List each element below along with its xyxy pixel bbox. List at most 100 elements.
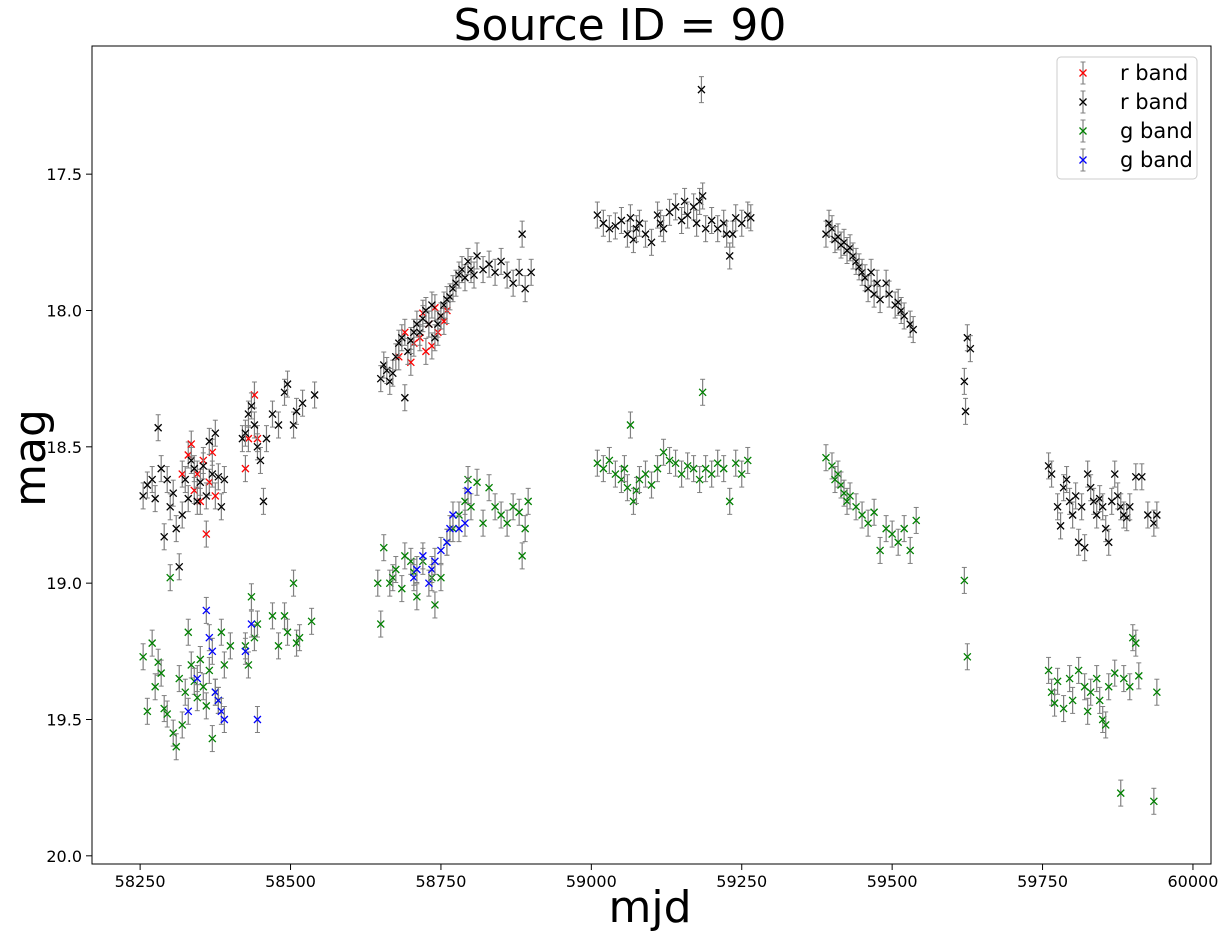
- data-point: [427, 332, 436, 360]
- y-axis-label: mag: [5, 409, 56, 507]
- data-point: [698, 378, 707, 406]
- data-point: [436, 536, 445, 564]
- data-point: [671, 449, 680, 477]
- data-point: [659, 438, 668, 466]
- data-point: [397, 575, 406, 603]
- data-point: [647, 228, 656, 256]
- data-point: [1152, 501, 1161, 529]
- data-point: [430, 591, 439, 619]
- data-point: [521, 275, 530, 303]
- data-point: [1104, 528, 1113, 556]
- data-point: [713, 449, 722, 477]
- legend: r band r band g band g band: [1056, 56, 1198, 180]
- data-point: [211, 482, 220, 510]
- data-point: [719, 455, 728, 483]
- data-point: [208, 460, 217, 488]
- data-point: [1131, 463, 1140, 491]
- y-tick-label: 17.5: [46, 165, 82, 184]
- legend-marker: [1079, 69, 1087, 77]
- data-point: [250, 624, 259, 652]
- data-point: [599, 455, 608, 483]
- data-point: [289, 411, 298, 439]
- series-1: [139, 76, 1161, 581]
- data-point: [683, 452, 692, 480]
- data-point: [199, 452, 208, 480]
- data-point: [626, 204, 635, 232]
- data-point: [220, 466, 229, 494]
- data-point: [737, 460, 746, 488]
- data-point: [894, 288, 903, 316]
- data-point: [187, 651, 196, 679]
- data-point: [623, 474, 632, 502]
- data-point: [473, 468, 481, 496]
- data-point: [1131, 629, 1140, 657]
- y-tick-label: 20.0: [46, 847, 82, 866]
- x-tick-label: 58750: [415, 872, 466, 891]
- y-axis-ticks: 17.5 18.0 18.5 19.0 19.5 20.0: [46, 165, 92, 866]
- data-point: [250, 411, 259, 439]
- data-point: [641, 220, 650, 248]
- data-point: [446, 515, 454, 543]
- data-point: [172, 733, 181, 761]
- data-point: [1119, 665, 1128, 693]
- data-point: [656, 209, 665, 237]
- y-tick-label: 18.0: [46, 301, 82, 320]
- data-point: [160, 523, 169, 551]
- data-point: [202, 520, 211, 548]
- plot-area: [91, 45, 1212, 865]
- data-point: [1152, 678, 1161, 706]
- x-tick-label: 58500: [265, 872, 316, 891]
- data-point: [963, 643, 972, 671]
- data-point: [491, 258, 500, 286]
- data-point: [1125, 673, 1134, 701]
- data-point: [698, 182, 707, 210]
- data-point: [175, 553, 184, 581]
- data-point: [1074, 656, 1083, 684]
- data-point: [379, 534, 388, 562]
- y-tick-label: 18.5: [46, 438, 82, 457]
- data-point: [840, 479, 848, 507]
- data-point: [211, 678, 220, 706]
- data-point: [274, 411, 283, 439]
- data-point: [247, 583, 256, 611]
- data-point: [725, 242, 734, 270]
- data-point: [253, 610, 262, 638]
- data-point: [181, 678, 190, 706]
- data-point: [211, 419, 220, 447]
- data-point: [961, 397, 970, 425]
- data-point: [199, 673, 208, 701]
- data-point: [680, 187, 689, 215]
- data-point: [671, 193, 680, 221]
- data-point: [178, 501, 187, 529]
- data-point: [427, 291, 436, 319]
- data-point: [1053, 493, 1062, 521]
- data-point: [190, 455, 199, 483]
- data-point: [262, 425, 271, 453]
- data-point: [280, 378, 289, 406]
- data-point: [268, 602, 277, 630]
- data-point: [202, 692, 211, 720]
- data-point: [307, 607, 316, 635]
- data-point: [157, 455, 166, 483]
- data-point: [1083, 460, 1092, 488]
- data-point: [697, 76, 706, 104]
- data-point: [837, 471, 845, 499]
- data-point: [1137, 463, 1146, 491]
- data-point: [1053, 667, 1062, 695]
- data-point: [960, 566, 969, 594]
- data-point: [433, 310, 442, 338]
- x-tick-label: 59000: [566, 872, 617, 891]
- data-point: [509, 269, 518, 297]
- data-point: [737, 209, 746, 237]
- data-point: [1065, 665, 1074, 693]
- data-point: [1077, 493, 1086, 521]
- data-point: [707, 207, 716, 235]
- data-point: [430, 324, 439, 352]
- data-point: [464, 247, 472, 275]
- data-point: [695, 466, 704, 494]
- data-point: [885, 280, 894, 308]
- data-point: [503, 261, 512, 289]
- data-point: [1056, 512, 1065, 540]
- data-point: [169, 479, 178, 507]
- series-3: [184, 476, 472, 733]
